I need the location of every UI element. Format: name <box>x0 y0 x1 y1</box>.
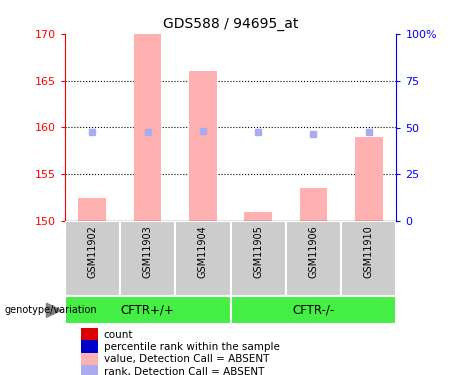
Text: CFTR+/+: CFTR+/+ <box>121 304 174 317</box>
Bar <box>230 221 286 296</box>
Title: GDS588 / 94695_at: GDS588 / 94695_at <box>163 17 298 32</box>
Bar <box>65 296 230 324</box>
Text: percentile rank within the sample: percentile rank within the sample <box>104 342 280 352</box>
Text: GSM11910: GSM11910 <box>364 225 374 278</box>
Text: GSM11905: GSM11905 <box>253 225 263 278</box>
Bar <box>81 352 98 366</box>
Bar <box>78 198 106 221</box>
Bar <box>300 188 327 221</box>
Bar <box>189 71 217 221</box>
Bar <box>120 221 175 296</box>
Bar <box>286 221 341 296</box>
Text: count: count <box>104 330 133 340</box>
Bar <box>230 296 396 324</box>
Bar <box>81 365 98 375</box>
Text: genotype/variation: genotype/variation <box>5 305 97 315</box>
Text: value, Detection Call = ABSENT: value, Detection Call = ABSENT <box>104 354 269 364</box>
Text: rank, Detection Call = ABSENT: rank, Detection Call = ABSENT <box>104 367 264 375</box>
Text: GSM11903: GSM11903 <box>142 225 153 278</box>
Bar <box>175 221 230 296</box>
Text: GSM11902: GSM11902 <box>87 225 97 278</box>
Bar <box>355 137 383 221</box>
Bar <box>65 221 120 296</box>
Bar <box>244 212 272 221</box>
Bar <box>81 340 98 354</box>
Text: CFTR-/-: CFTR-/- <box>292 304 335 317</box>
Bar <box>81 328 98 342</box>
Polygon shape <box>47 303 61 317</box>
Bar <box>341 221 396 296</box>
Text: GSM11904: GSM11904 <box>198 225 208 278</box>
Text: GSM11906: GSM11906 <box>308 225 319 278</box>
Bar <box>134 34 161 221</box>
